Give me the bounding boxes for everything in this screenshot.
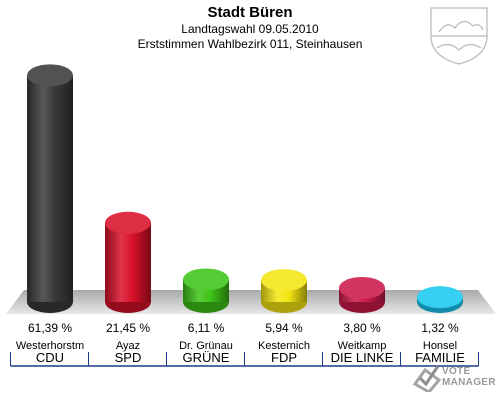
bar-SPD xyxy=(105,222,151,302)
bar-top-FAMILIE xyxy=(417,286,463,309)
bar-CDU xyxy=(27,75,73,303)
value-label: 1,32 % xyxy=(421,321,459,335)
vote-manager-watermark: VOTE MANAGER xyxy=(412,362,495,396)
bar-top-SPD xyxy=(105,211,151,234)
party-label: SPD xyxy=(115,350,142,365)
bar-top-CDU xyxy=(27,64,73,87)
value-label: 61,39 % xyxy=(28,321,72,335)
party-label: GRÜNE xyxy=(183,350,230,365)
bar-top-FDP xyxy=(261,269,307,292)
value-label: 6,11 % xyxy=(188,321,225,335)
value-label: 5,94 % xyxy=(265,321,303,335)
chart-subtitle: Landtagswahl 09.05.2010 xyxy=(181,22,319,36)
candidate-name: Westerhorstm xyxy=(16,340,84,352)
party-label: FAMILIE xyxy=(415,350,465,365)
watermark-line1: VOTE xyxy=(442,366,471,377)
candidate-name: Honsel xyxy=(423,340,457,352)
watermark-line2: MANAGER xyxy=(442,377,496,388)
checkmark-ballot-icon xyxy=(412,365,442,392)
party-label: DIE LINKE xyxy=(331,350,394,365)
chart-title: Stadt Büren xyxy=(207,4,293,21)
chart-district: Erststimmen Wahlbezirk 011, Steinhausen xyxy=(137,37,363,51)
candidate-name: Kesternich xyxy=(258,340,310,352)
candidate-name: Dr. Grünau xyxy=(179,340,233,352)
bar-top-DIE LINKE xyxy=(339,276,385,299)
party-label: CDU xyxy=(36,350,64,365)
bar-top-GRÜNE xyxy=(183,268,229,291)
party-label: FDP xyxy=(271,350,297,365)
candidate-name: Weitkamp xyxy=(338,340,387,352)
value-label: 21,45 % xyxy=(106,321,150,335)
value-label: 3,80 % xyxy=(343,321,381,335)
candidate-name: Ayaz xyxy=(116,340,140,352)
